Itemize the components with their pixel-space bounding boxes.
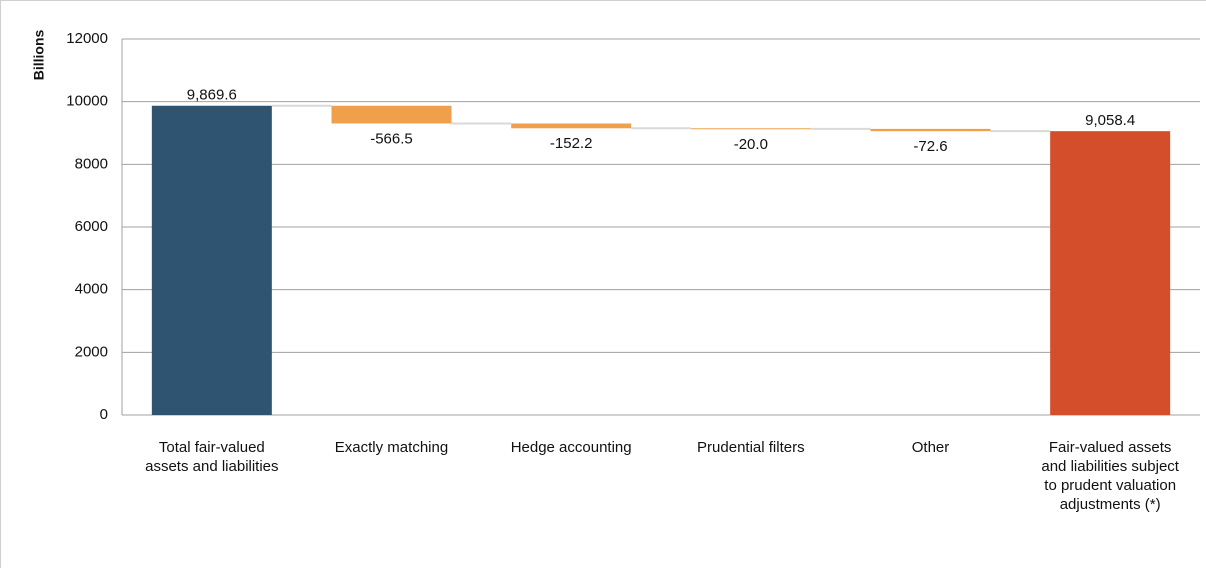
x-tick-label: Hedge accounting bbox=[511, 439, 632, 456]
value-label: -566.5 bbox=[370, 130, 413, 147]
label-line: Total fair-valued bbox=[159, 439, 265, 456]
value-label: -152.2 bbox=[550, 135, 593, 152]
value-label: -20.0 bbox=[734, 136, 768, 153]
y-tick-label: 2000 bbox=[75, 343, 108, 360]
value-label: 9,058.4 bbox=[1085, 112, 1135, 129]
label-line: assets and liabilities bbox=[145, 458, 278, 475]
y-tick-label: 10000 bbox=[66, 93, 108, 110]
bar bbox=[1050, 131, 1171, 415]
x-tick-label: Other bbox=[912, 439, 950, 456]
y-axis-title: Billions bbox=[31, 30, 47, 81]
label-line: Fair-valued assets bbox=[1049, 439, 1172, 456]
y-tick-label: 8000 bbox=[75, 155, 108, 172]
y-tick-label: 12000 bbox=[66, 30, 108, 47]
bar bbox=[690, 128, 811, 130]
x-tick-label: Exactly matching bbox=[335, 439, 448, 456]
value-label: -72.6 bbox=[913, 138, 947, 155]
y-tick-label: 4000 bbox=[75, 281, 108, 298]
label-line: Prudential filters bbox=[697, 439, 805, 456]
x-tick-label: Prudential filters bbox=[697, 439, 805, 456]
y-tick-label: 0 bbox=[100, 406, 108, 423]
label-line: Other bbox=[912, 439, 950, 456]
bar bbox=[511, 123, 632, 129]
bar bbox=[870, 128, 991, 132]
bar bbox=[151, 105, 272, 415]
x-tick-label: Total fair-valued assets and liabilities bbox=[145, 439, 278, 475]
label-line: to prudent valuation bbox=[1044, 477, 1176, 494]
value-label: 9,869.6 bbox=[187, 87, 237, 104]
label-line: and liabilities subject bbox=[1041, 458, 1179, 475]
label-line: Exactly matching bbox=[335, 439, 448, 456]
x-tick-label: Fair-valued assets and liabilities subjec… bbox=[1041, 439, 1179, 513]
y-tick-label: 6000 bbox=[75, 218, 108, 235]
label-line: Hedge accounting bbox=[511, 439, 632, 456]
label-line: adjustments (*) bbox=[1060, 496, 1161, 513]
bar bbox=[331, 105, 452, 124]
